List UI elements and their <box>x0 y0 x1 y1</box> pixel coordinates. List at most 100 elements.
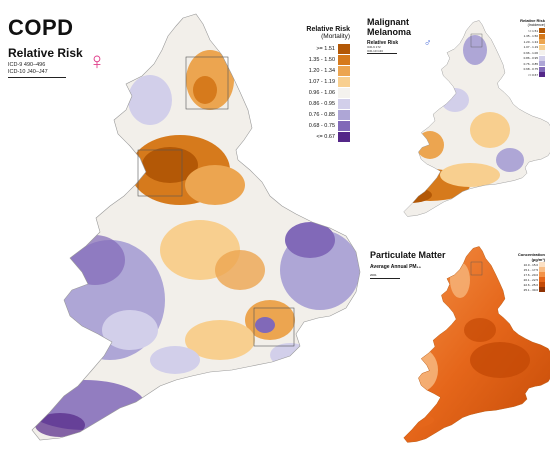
particulate-legend-label: 22.6 - 25.0 <box>523 282 538 287</box>
particulate-legend-row: 10.0 - 15.0 <box>505 262 545 267</box>
melanoma-legend-row: 0.96 - 1.06 <box>515 50 545 56</box>
inset-box-northeast <box>185 56 229 110</box>
melanoma-legend-label: 1.20 - 1.34 <box>523 39 538 44</box>
copd-legend-row: 1.35 - 1.50 <box>298 54 350 65</box>
particulate-legend-swatch <box>539 272 545 277</box>
male-symbol-icon: ♂ <box>424 38 432 49</box>
melanoma-legend-swatch <box>539 28 545 34</box>
particulate-title-rule <box>370 278 400 279</box>
particulate-legend-row: 25.1 - 30.0 <box>505 287 545 292</box>
icd9-code: ICD-9 490–496 <box>8 62 46 68</box>
particulate-legend-row: 15.1 - 17.5 <box>505 267 545 272</box>
copd-legend-swatch <box>338 98 350 109</box>
particulate-legend-swatch <box>539 282 545 287</box>
melanoma-icd-codes: ICD-9 172 ICD-10 C43 <box>367 45 383 53</box>
melanoma-title-rule <box>367 53 397 54</box>
title-rule <box>8 77 66 79</box>
melanoma-legend-label: 0.68 - 0.75 <box>523 67 538 72</box>
copd-legend-row: <= 0.67 <box>298 131 350 142</box>
particulate-legend-row: 17.6 - 20.0 <box>505 272 545 277</box>
legend-title: Relative Risk <box>306 26 350 33</box>
icd10-code: ICD-10 J40–J47 <box>8 69 48 75</box>
particulate-title: Particulate Matter <box>370 250 446 260</box>
copd-legend-label: 1.35 - 1.50 <box>308 56 335 63</box>
melanoma-legend-swatch <box>539 66 545 72</box>
particulate-legend-swatch <box>539 287 545 292</box>
melanoma-legend-row: 1.07 - 1.19 <box>515 44 545 51</box>
melanoma-legend-label: >= 1.51 <box>527 28 538 33</box>
melanoma-title: Malignant Melanoma <box>367 17 412 37</box>
particulate-legend-title: Concentration (µg/m³) <box>517 252 545 262</box>
melanoma-legend-label: 1.07 - 1.19 <box>523 45 538 50</box>
copd-legend-label: 1.07 - 1.19 <box>308 78 335 85</box>
melanoma-legend-swatch <box>539 72 545 78</box>
melanoma-legend-swatch <box>539 33 545 39</box>
particulate-legend-swatch <box>539 267 545 272</box>
copd-legend-swatch <box>338 76 350 87</box>
copd-legend-row: 0.68 - 0.75 <box>298 120 350 131</box>
melanoma-legend-label: 0.96 - 1.06 <box>523 50 538 55</box>
melanoma-subtitle: Relative Risk <box>367 40 399 46</box>
melanoma-legend-subtitle: (Incidence) <box>527 23 545 27</box>
copd-legend-swatch <box>338 87 350 98</box>
particulate-year: 2001 <box>370 273 377 277</box>
icd-codes: ICD-9 490–496 ICD-10 J40–J47 <box>8 62 48 76</box>
particulate-legend-label: 25.1 - 30.0 <box>523 287 538 292</box>
melanoma-legend: Relative Risk (Incidence) >= 1.51 1.35 - … <box>515 18 545 78</box>
melanoma-legend-row: >= 1.51 <box>515 28 545 34</box>
female-symbol-icon: ♀ <box>88 48 106 75</box>
melanoma-legend-row: 1.20 - 1.34 <box>515 39 545 45</box>
melanoma-legend-row: <= 0.67 <box>515 72 545 78</box>
copd-legend-row: 1.20 - 1.34 <box>298 65 350 76</box>
copd-legend-swatch <box>338 120 350 131</box>
particulate-legend-swatch <box>539 262 545 267</box>
copd-legend-swatch <box>338 54 350 65</box>
copd-legend-row: 0.76 - 0.85 <box>298 109 350 120</box>
copd-legend-swatch <box>338 65 350 76</box>
copd-legend-label: 0.76 - 0.85 <box>308 111 335 118</box>
copd-legend-label: 0.68 - 0.75 <box>308 122 335 129</box>
melanoma-legend-row: 0.86 - 0.95 <box>515 55 545 62</box>
melanoma-legend-row: 0.76 - 0.85 <box>515 61 545 67</box>
particulate-legend: Concentration (µg/m³) 10.0 - 15.0 15.1 - … <box>505 252 545 292</box>
copd-legend-label: 0.86 - 0.95 <box>308 100 335 107</box>
melanoma-icd9-code: ICD-9 172 <box>367 45 381 49</box>
melanoma-legend-row: 1.35 - 1.50 <box>515 33 545 40</box>
melanoma-legend-swatch <box>539 50 545 56</box>
melanoma-icd10-code: ICD-10 C43 <box>367 48 383 53</box>
melanoma-legend-label: <= 0.67 <box>527 72 538 77</box>
particulate-legend-row: 20.1 - 22.5 <box>505 277 545 282</box>
copd-legend-label: <= 0.67 <box>316 133 335 140</box>
inset-box-yorkshire <box>137 149 183 197</box>
melanoma-legend-swatch <box>539 44 545 50</box>
copd-legend-row: 1.07 - 1.19 <box>298 76 350 87</box>
melanoma-legend-label: 0.86 - 0.95 <box>523 56 538 61</box>
melanoma-legend-label: 1.35 - 1.50 <box>523 34 538 39</box>
copd-legend-swatch <box>338 131 350 142</box>
particulate-legend-label: 17.6 - 20.0 <box>523 272 538 277</box>
legend-subtitle: (Mortality) <box>321 33 350 40</box>
particulate-legend-swatch <box>539 277 545 282</box>
particulate-subtitle: Average Annual PM₁₀ <box>370 264 421 270</box>
copd-legend: Relative Risk (Mortality) >= 1.51 1.35 - … <box>298 26 350 142</box>
particulate-legend-label: 15.1 - 17.5 <box>523 267 538 272</box>
inset-box-london <box>253 307 295 347</box>
melanoma-legend-swatch <box>539 55 545 61</box>
melanoma-legend-title: Relative Risk <box>520 18 545 23</box>
melanoma-legend-swatch <box>539 39 545 45</box>
particulate-legend-label: 10.0 - 15.0 <box>523 262 538 267</box>
copd-legend-label: 1.20 - 1.34 <box>308 67 335 74</box>
copd-legend-row: >= 1.51 <box>298 43 350 54</box>
copd-legend-row: 0.86 - 0.95 <box>298 98 350 109</box>
particulate-legend-label: 20.1 - 22.5 <box>523 277 538 282</box>
copd-legend-row: 0.96 - 1.06 <box>298 87 350 98</box>
melanoma-legend-label: 0.76 - 0.85 <box>523 61 538 66</box>
copd-legend-label: 0.96 - 1.06 <box>308 89 335 96</box>
map-subtitle: Relative Risk <box>8 46 83 60</box>
copd-legend-swatch <box>338 109 350 120</box>
copd-map <box>31 13 361 441</box>
map-title: COPD <box>8 15 74 40</box>
melanoma-legend-swatch <box>539 61 545 67</box>
copd-legend-swatch <box>338 43 350 54</box>
